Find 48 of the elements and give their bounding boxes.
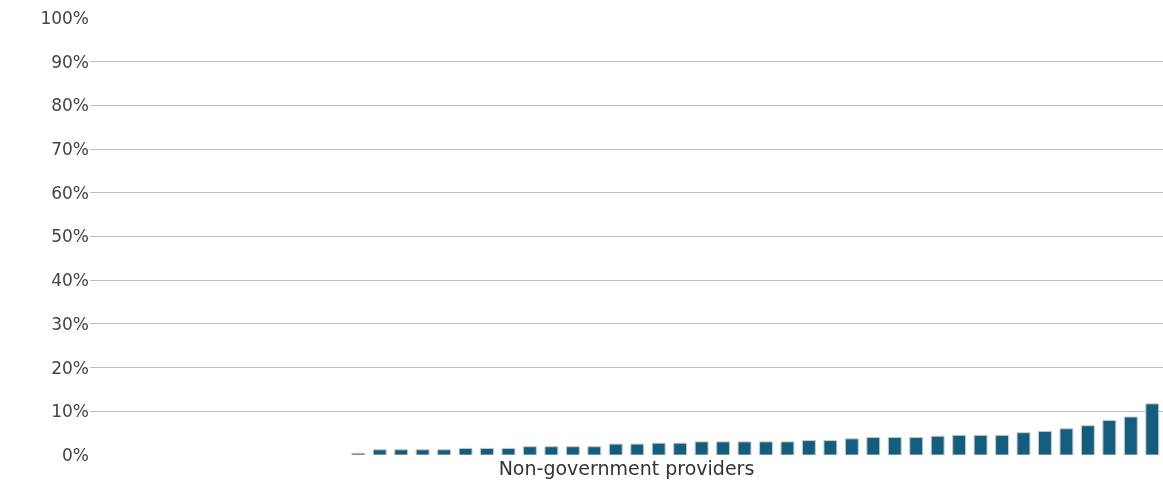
bar (694, 441, 709, 455)
y-tick-label: 50% (51, 226, 89, 247)
y-tick-label: 100% (40, 7, 89, 28)
bar (973, 434, 988, 455)
bar (1038, 430, 1052, 455)
y-tick-label: 10% (51, 401, 89, 422)
bar (394, 449, 409, 455)
bar (480, 447, 494, 455)
bar (995, 434, 1009, 455)
y-tick-label: 40% (51, 270, 89, 291)
bar (673, 442, 688, 455)
bar (759, 441, 773, 455)
bar (1102, 419, 1117, 455)
bar (501, 447, 516, 455)
bar (1016, 432, 1031, 455)
bar (823, 440, 838, 455)
x-axis-title: Non-government providers (498, 456, 755, 479)
y-tick-label: 20% (51, 357, 89, 378)
bar (522, 446, 537, 455)
bar (372, 449, 387, 455)
bar (437, 449, 452, 455)
bar (587, 446, 602, 455)
bar (887, 437, 902, 455)
bar (544, 446, 559, 455)
bar (1080, 425, 1095, 455)
bar (415, 449, 430, 455)
bar (801, 440, 816, 455)
bar (716, 441, 731, 455)
y-tick-label: 80% (51, 95, 89, 116)
bar (651, 442, 666, 455)
y-tick-label: 30% (51, 313, 89, 334)
bar (458, 447, 473, 455)
bar (1059, 428, 1074, 455)
bar (930, 435, 945, 455)
bar (565, 446, 580, 455)
y-tick-label: 70% (51, 139, 89, 160)
bar (630, 443, 645, 455)
y-tick-label: 60% (51, 182, 89, 203)
bar (844, 438, 859, 455)
bar (608, 443, 623, 455)
bar (737, 441, 752, 455)
bar (1123, 416, 1138, 455)
y-tick-label: 90% (51, 51, 89, 72)
y-tick-label: 0% (62, 444, 89, 465)
bar (909, 437, 924, 455)
bar (952, 434, 967, 455)
bar (866, 437, 881, 455)
bar (780, 441, 795, 455)
